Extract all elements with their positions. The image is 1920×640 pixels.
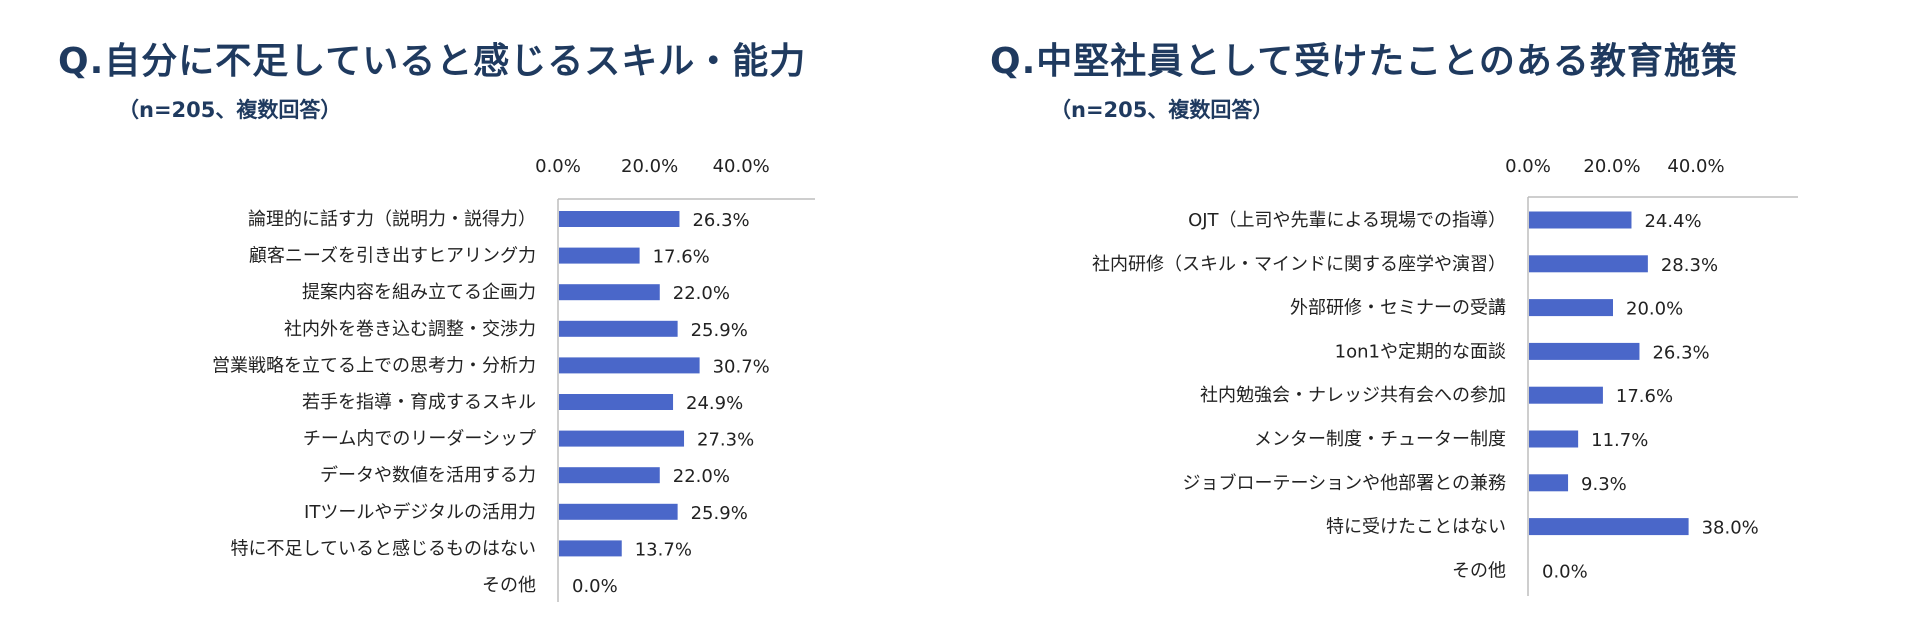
bar	[1529, 518, 1689, 536]
value-label: 13.7%	[635, 539, 692, 560]
chart-panel-training: Q.中堅社員として受けたことのある教育施策 （n=205、複数回答） 0.0% 2…	[960, 0, 1920, 640]
category-label: 特に不足していると感じるものはない	[231, 538, 536, 559]
value-label: 38.0%	[1702, 518, 1759, 539]
x-tick-label: 20.0%	[1583, 156, 1640, 177]
bar	[559, 394, 674, 410]
category-label: ジョブローテーションや他部署との兼務	[1183, 472, 1506, 494]
category-label: 社内研修（スキル・マインドに関する座学や演習）	[1092, 254, 1506, 275]
chart-title: Q.自分に不足していると感じるスキル・能力	[58, 41, 807, 82]
value-label: 9.3%	[1581, 474, 1627, 495]
bar	[559, 247, 640, 264]
category-label: チーム内でのリーダーシップ	[303, 429, 536, 450]
bar	[1529, 255, 1648, 273]
value-label: 17.6%	[653, 247, 710, 268]
value-label: 22.0%	[673, 283, 730, 304]
value-label: 17.6%	[1616, 386, 1673, 407]
bar	[559, 503, 678, 520]
bar	[559, 211, 680, 227]
x-tick-label: 0.0%	[1505, 156, 1551, 177]
bar	[1529, 430, 1579, 448]
bar-chart-skills: 0.0% 20.0% 40.0% 論理的に話す力（説明力・説得力） 26.3% 顧客ニーズ…	[212, 156, 815, 602]
category-label: その他	[482, 575, 536, 596]
bar-chart-training: 0.0% 20.0% 40.0% OJT（上司や先輩による現場での指導） 24.4% 社内…	[1092, 156, 1798, 596]
value-label: 20.0%	[1626, 299, 1683, 320]
category-label: データや数値を活用する力	[320, 465, 536, 486]
x-tick-label: 0.0%	[535, 156, 581, 177]
category-label: 営業戦略を立てる上での思考力・分析力	[212, 355, 536, 376]
bar	[559, 320, 678, 337]
category-label: その他	[1452, 560, 1506, 581]
category-label: 外部研修・セミナーの受講	[1290, 298, 1506, 319]
chart-subtitle: （n=205、複数回答）	[1050, 98, 1274, 122]
category-label: 顧客ニーズを引き出すヒアリング力	[249, 246, 536, 267]
value-label: 25.9%	[691, 503, 748, 524]
x-tick-label: 40.0%	[713, 156, 770, 177]
bar	[559, 540, 622, 557]
x-tick-label: 40.0%	[1667, 156, 1724, 177]
bar	[559, 467, 660, 484]
value-label: 0.0%	[1542, 561, 1588, 582]
category-label: 若手を指導・育成するスキル	[302, 392, 536, 413]
bar	[1529, 299, 1613, 317]
value-label: 22.0%	[673, 466, 730, 487]
chart-subtitle: （n=205、複数回答）	[118, 98, 342, 122]
value-label: 30.7%	[713, 356, 770, 377]
chart-title: Q.中堅社員として受けたことのある教育施策	[990, 41, 1738, 82]
value-label: 25.9%	[691, 320, 748, 341]
value-label: 26.3%	[692, 210, 749, 231]
category-label: メンター制度・チューター制度	[1254, 429, 1506, 450]
chart-panel-skills: Q.自分に不足していると感じるスキル・能力 （n=205、複数回答） 0.0% 2…	[58, 41, 815, 602]
category-label: 特に受けたことはない	[1326, 517, 1506, 538]
category-label: 社内勉強会・ナレッジ共有会への参加	[1200, 385, 1506, 406]
value-label: 27.3%	[697, 430, 754, 451]
category-label: OJT（上司や先輩による現場での指導）	[1188, 210, 1506, 231]
bar	[1529, 342, 1640, 360]
value-label: 11.7%	[1591, 430, 1648, 451]
value-label: 24.9%	[686, 393, 743, 414]
bar	[1529, 211, 1632, 229]
bar	[559, 284, 660, 301]
bar	[559, 430, 685, 447]
category-label: 社内外を巻き込む調整・交渉力	[284, 319, 536, 340]
category-label: 提案内容を組み立てる企画力	[302, 282, 536, 303]
value-label: 24.4%	[1644, 211, 1701, 232]
bar	[1529, 474, 1569, 492]
value-label: 28.3%	[1661, 255, 1718, 276]
bar	[559, 357, 700, 374]
category-label: 1on1や定期的な面談	[1335, 341, 1506, 362]
value-label: 0.0%	[572, 576, 618, 597]
category-label: 論理的に話す力（説明力・説得力）	[248, 209, 536, 230]
category-label: ITツールやデジタルの活用力	[304, 502, 536, 523]
x-tick-label: 20.0%	[621, 156, 678, 177]
bar	[1529, 386, 1603, 404]
value-label: 26.3%	[1652, 342, 1709, 363]
